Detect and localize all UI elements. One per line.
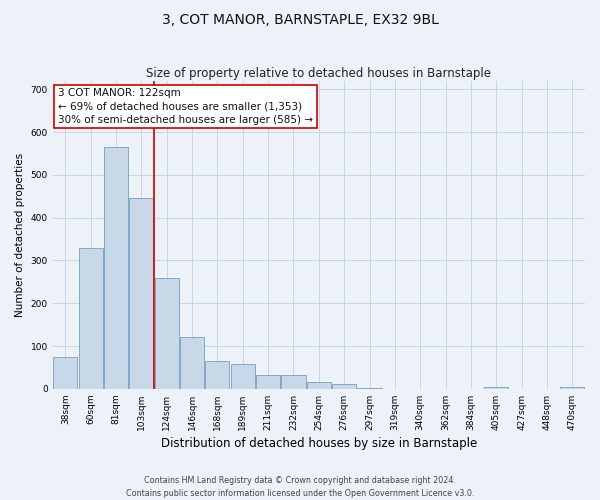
Bar <box>180 336 204 389</box>
Title: Size of property relative to detached houses in Barnstaple: Size of property relative to detached ho… <box>146 66 491 80</box>
X-axis label: Distribution of detached houses by size in Barnstaple: Distribution of detached houses by size … <box>161 437 477 450</box>
Bar <box>53 356 77 389</box>
Text: 3, COT MANOR, BARNSTAPLE, EX32 9BL: 3, COT MANOR, BARNSTAPLE, EX32 9BL <box>161 12 439 26</box>
Bar <box>155 278 179 389</box>
Bar <box>484 386 508 389</box>
Bar <box>560 386 584 389</box>
Text: Contains HM Land Registry data © Crown copyright and database right 2024.
Contai: Contains HM Land Registry data © Crown c… <box>126 476 474 498</box>
Bar <box>104 147 128 389</box>
Bar <box>307 382 331 389</box>
Bar <box>231 364 255 389</box>
Y-axis label: Number of detached properties: Number of detached properties <box>15 152 25 317</box>
Bar <box>358 388 382 389</box>
Bar <box>256 375 280 389</box>
Bar <box>79 248 103 389</box>
Bar <box>205 361 229 389</box>
Bar <box>130 198 154 389</box>
Bar <box>332 384 356 389</box>
Text: 3 COT MANOR: 122sqm
← 69% of detached houses are smaller (1,353)
30% of semi-det: 3 COT MANOR: 122sqm ← 69% of detached ho… <box>58 88 313 125</box>
Bar <box>281 375 305 389</box>
